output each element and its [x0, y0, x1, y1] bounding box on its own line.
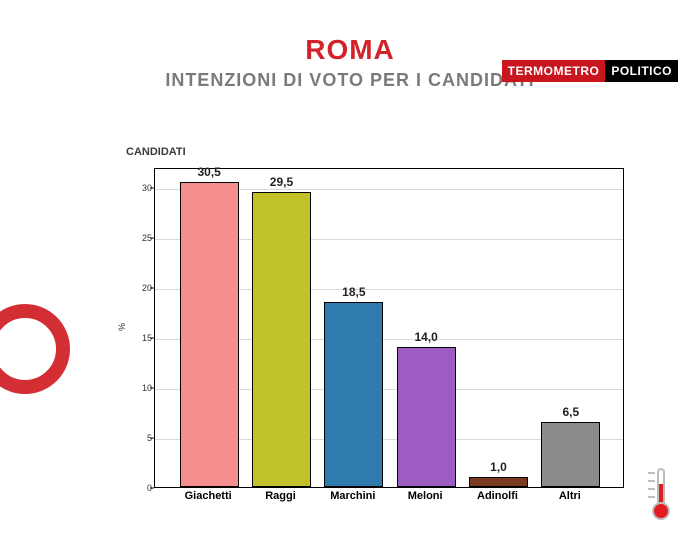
y-tick-mark	[150, 238, 154, 239]
y-tick-mark	[150, 188, 154, 189]
bar-value-label: 29,5	[253, 175, 310, 189]
bar-value-label: 18,5	[325, 285, 382, 299]
y-tick-mark	[150, 338, 154, 339]
brand-logo: TERMOMETRO POLITICO	[502, 60, 678, 82]
bar-value-label: 6,5	[542, 405, 599, 419]
chart-bar: 1,0	[469, 477, 528, 487]
y-tick-mark	[150, 488, 154, 489]
y-axis-label: %	[117, 323, 127, 331]
chart-plot-area: 30,529,518,514,01,06,5	[154, 168, 624, 488]
chart-bar: 18,5	[324, 302, 383, 487]
chart-bar: 30,5	[180, 182, 239, 487]
bar-chart: CANDIDATI % 30,529,518,514,01,06,5 05101…	[120, 146, 640, 516]
y-tick-mark	[150, 388, 154, 389]
chart-bar: 29,5	[252, 192, 311, 487]
bar-value-label: 14,0	[398, 330, 455, 344]
chart-bar: 6,5	[541, 422, 600, 487]
y-tick-mark	[150, 288, 154, 289]
bar-value-label: 1,0	[470, 460, 527, 474]
brand-logo-left: TERMOMETRO	[502, 60, 606, 82]
x-axis-label: Meloni	[389, 490, 461, 502]
decor-thermometer-ring	[0, 304, 70, 394]
brand-logo-right: POLITICO	[605, 60, 678, 82]
chart-series-title: CANDIDATI	[126, 146, 640, 158]
x-axis-label: Altri	[534, 490, 606, 502]
chart-bar: 14,0	[397, 347, 456, 487]
y-tick-mark	[150, 438, 154, 439]
x-axis-label: Adinolfi	[461, 490, 533, 502]
x-axis-label: Marchini	[317, 490, 389, 502]
x-axis-label: Giachetti	[172, 490, 244, 502]
thermometer-icon	[646, 468, 676, 520]
x-axis-label: Raggi	[244, 490, 316, 502]
bar-value-label: 30,5	[181, 165, 238, 179]
